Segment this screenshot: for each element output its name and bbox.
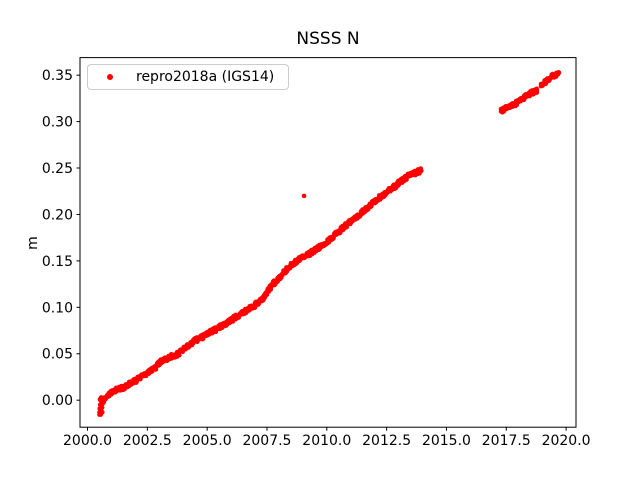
outlier-point xyxy=(301,193,307,199)
y-axis: 0.00 0.05 0.10 0.15 0.20 0.25 0.30 0.35 xyxy=(42,68,80,409)
x-axis: 2000.0 2002.5 2005.0 2007.5 2010.0 2012.5 2015… xyxy=(63,427,591,449)
legend-label: repro2018a (IGS14) xyxy=(136,69,275,85)
y-tick-label: 0.00 xyxy=(42,393,73,409)
y-tick-label: 0.15 xyxy=(42,254,73,270)
x-tick-label: 2002.5 xyxy=(123,433,172,449)
x-tick-label: 2005.0 xyxy=(183,433,232,449)
x-tick-label: 2020.0 xyxy=(542,433,591,449)
x-tick-label: 2000.0 xyxy=(63,433,112,449)
legend-marker-dot xyxy=(107,74,113,80)
chart-title: NSSS N xyxy=(296,29,360,49)
y-tick-label: 0.10 xyxy=(42,300,73,316)
y-tick-label: 0.30 xyxy=(42,115,73,131)
scatter-series xyxy=(97,70,562,417)
x-tick-label: 2012.5 xyxy=(362,433,411,449)
legend: repro2018a (IGS14) xyxy=(87,64,290,90)
axes-spines xyxy=(79,57,577,428)
x-tick-label: 2015.0 xyxy=(422,433,471,449)
y-tick-label: 0.25 xyxy=(42,161,73,177)
y-tick-label: 0.35 xyxy=(42,68,73,84)
x-tick-label: 2007.5 xyxy=(242,433,291,449)
x-tick-label: 2017.5 xyxy=(482,433,531,449)
y-tick-label: 0.20 xyxy=(42,207,73,223)
y-tick-label: 0.05 xyxy=(42,347,73,363)
x-tick-label: 2010.0 xyxy=(302,433,351,449)
outlier-points xyxy=(301,193,307,199)
